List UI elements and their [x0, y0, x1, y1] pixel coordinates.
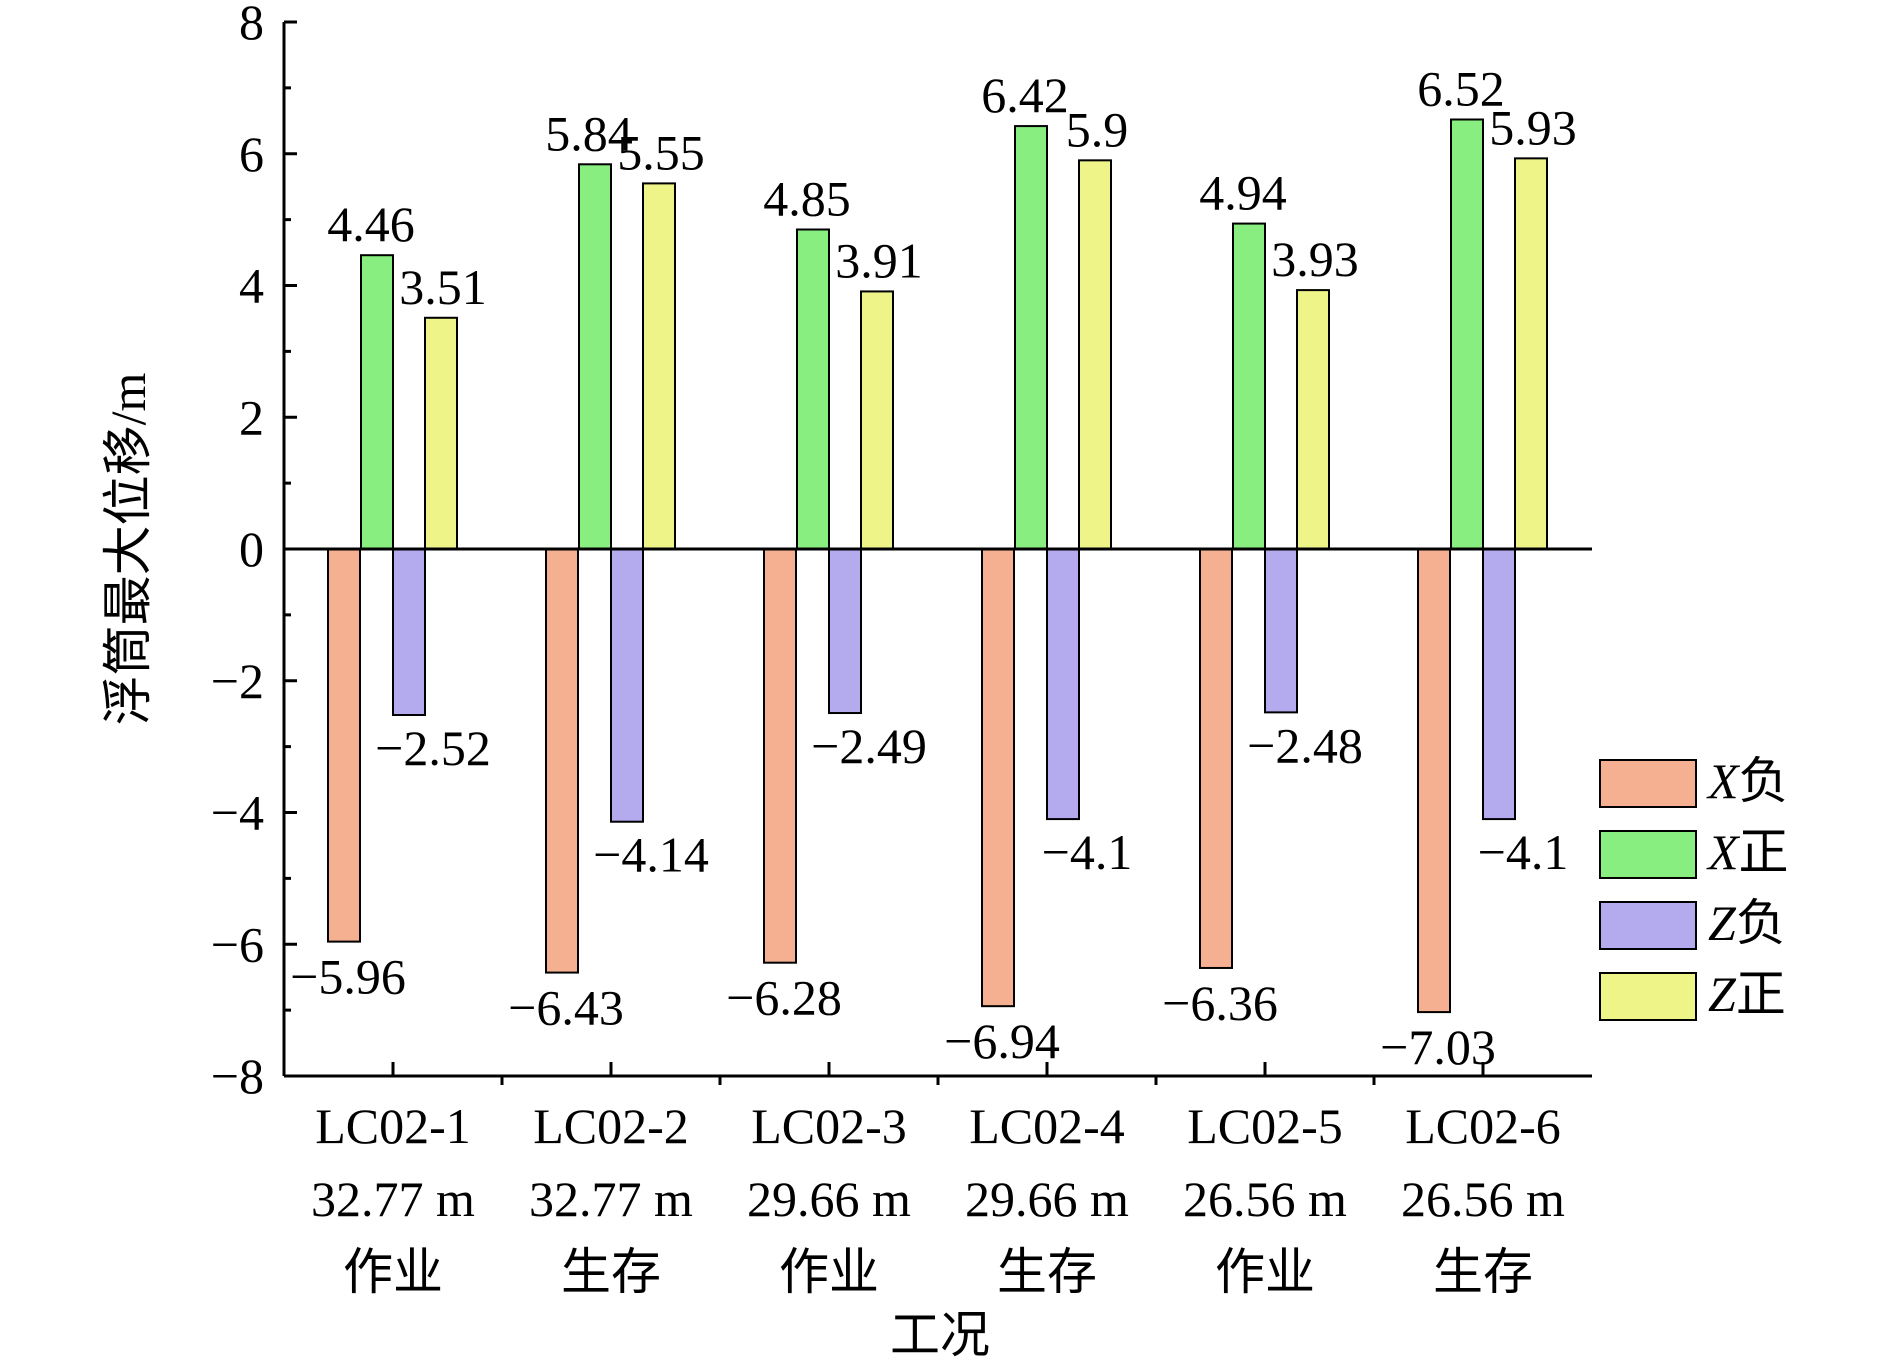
bar-z-pos	[860, 290, 894, 550]
y-tick-label: 2	[239, 389, 264, 445]
x-category-label: LC02-3	[751, 1098, 907, 1154]
data-label: 6.42	[981, 67, 1069, 123]
bar-z-pos	[1514, 157, 1548, 551]
data-label: 3.91	[835, 232, 923, 288]
data-label: 5.55	[617, 124, 705, 180]
legend-swatch	[1599, 901, 1697, 950]
legend-label: Z正	[1708, 966, 1786, 1022]
bar-x-neg	[1199, 548, 1233, 969]
bar-z-pos	[424, 316, 458, 550]
data-label: −6.43	[508, 980, 624, 1036]
bar-z-pos	[1078, 159, 1112, 550]
x-category-label: 作业	[1215, 1244, 1315, 1300]
legend-label: X正	[1706, 824, 1789, 880]
data-label: 4.94	[1199, 165, 1287, 221]
bar-x-pos	[1232, 222, 1266, 550]
y-tick-label: −6	[211, 916, 264, 972]
legend-swatch	[1599, 830, 1697, 879]
x-category-label: 26.56 m	[1401, 1171, 1565, 1227]
y-tick-label: 4	[239, 258, 264, 314]
bar-z-neg	[1482, 548, 1516, 821]
bar-x-pos	[360, 254, 394, 550]
x-category-label: LC02-1	[315, 1098, 471, 1154]
data-label: 4.85	[763, 171, 851, 227]
bar-x-pos	[1450, 118, 1484, 551]
bar-z-pos	[1296, 289, 1330, 550]
legend-axis-label: X	[1706, 753, 1741, 809]
legend-label: Z负	[1708, 895, 1786, 951]
bar-x-neg	[327, 548, 361, 943]
y-tick-label: 0	[239, 521, 264, 577]
x-category-label: LC02-5	[1187, 1098, 1343, 1154]
legend-direction-label: 负	[1739, 753, 1789, 809]
legend-axis-label: Z	[1708, 895, 1737, 951]
x-category-label: 29.66 m	[965, 1171, 1129, 1227]
legend-direction-label: 负	[1736, 895, 1786, 951]
y-tick-label: 8	[239, 0, 264, 50]
data-label: −6.94	[944, 1013, 1060, 1069]
bar-z-neg	[828, 548, 862, 715]
data-label: 6.52	[1417, 60, 1505, 116]
legend-direction-label: 正	[1739, 824, 1789, 880]
bar-x-neg	[981, 548, 1015, 1008]
bar-x-neg	[545, 548, 579, 974]
y-tick-label: 6	[239, 126, 264, 182]
bar-x-pos	[578, 163, 612, 550]
x-axis-title: 工况	[890, 1307, 990, 1361]
y-tick-label: −8	[211, 1048, 264, 1104]
data-label: −4.14	[593, 827, 709, 883]
legend-label: X负	[1706, 753, 1789, 809]
y-tick-label: −2	[211, 653, 264, 709]
bar-x-pos	[796, 228, 830, 550]
x-category-label: 生存	[1433, 1244, 1533, 1300]
data-label: −2.49	[811, 718, 927, 774]
y-axis-title: 浮筒最大位移/m	[100, 373, 156, 726]
data-label: −6.36	[1162, 975, 1278, 1031]
bar-z-neg	[610, 548, 644, 823]
x-category-label: 生存	[561, 1244, 661, 1300]
legend-swatch	[1599, 759, 1697, 808]
x-category-label: 作业	[779, 1244, 879, 1300]
legend-swatch	[1599, 972, 1697, 1021]
bar-x-neg	[763, 548, 797, 964]
x-category-label: 32.77 m	[529, 1171, 693, 1227]
bar-z-neg	[392, 548, 426, 717]
x-category-label: LC02-4	[969, 1098, 1125, 1154]
data-label: 5.9	[1066, 101, 1129, 157]
data-label: 4.46	[327, 196, 415, 252]
data-label: −4.1	[1478, 824, 1569, 880]
x-category-label: 29.66 m	[747, 1171, 911, 1227]
x-category-label: 32.77 m	[311, 1171, 475, 1227]
data-label: −2.52	[375, 720, 491, 776]
x-category-label: LC02-6	[1405, 1098, 1561, 1154]
data-label: −2.48	[1247, 717, 1363, 773]
bar-x-pos	[1014, 125, 1048, 551]
data-label: 3.51	[399, 259, 487, 315]
x-category-label: 生存	[997, 1244, 1097, 1300]
bar-z-pos	[642, 182, 676, 551]
bar-z-neg	[1046, 548, 1080, 821]
data-label: −5.96	[290, 949, 406, 1005]
bar-z-neg	[1264, 548, 1298, 714]
data-label: −6.28	[726, 970, 842, 1026]
data-label: 5.93	[1489, 99, 1577, 155]
data-label: 5.84	[545, 105, 633, 161]
legend-axis-label: Z	[1708, 966, 1737, 1022]
x-category-label: 26.56 m	[1183, 1171, 1347, 1227]
data-label: 3.93	[1271, 231, 1359, 287]
data-label: −4.1	[1042, 824, 1133, 880]
x-category-label: LC02-2	[533, 1098, 689, 1154]
legend-direction-label: 正	[1736, 966, 1786, 1022]
y-tick-label: −4	[211, 785, 264, 841]
legend-axis-label: X	[1706, 824, 1741, 880]
data-label: −7.03	[1380, 1019, 1496, 1075]
bar-x-neg	[1417, 548, 1451, 1014]
x-category-label: 作业	[343, 1244, 443, 1300]
